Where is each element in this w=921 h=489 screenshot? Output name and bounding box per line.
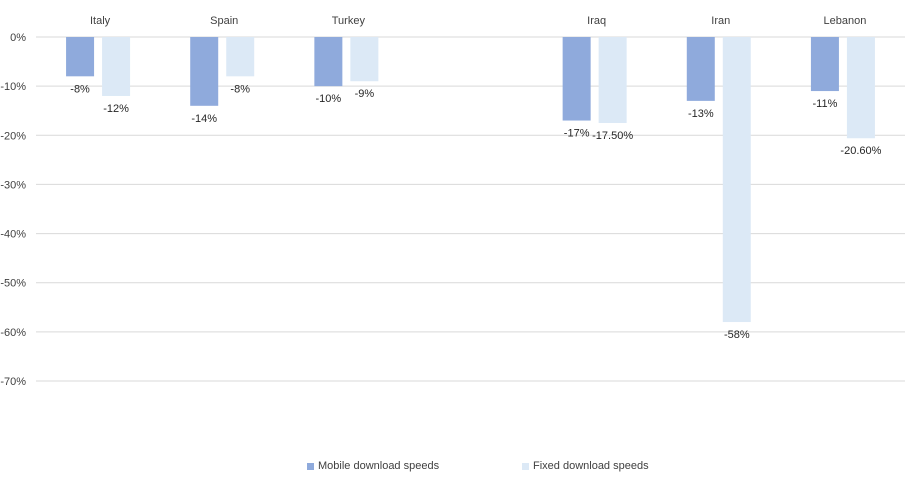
legend-swatch-mobile bbox=[307, 462, 314, 470]
data-label: -11% bbox=[812, 98, 837, 110]
data-label: -58% bbox=[724, 329, 750, 341]
bar bbox=[102, 37, 131, 96]
legend-swatch-fixed bbox=[522, 462, 529, 470]
bar bbox=[686, 37, 715, 101]
bar bbox=[350, 37, 379, 82]
category-label: Iran bbox=[711, 15, 730, 27]
bar bbox=[190, 37, 219, 106]
bar bbox=[314, 37, 343, 87]
legend: Mobile download speeds Fixed download sp… bbox=[0, 460, 921, 474]
data-label: -20.60% bbox=[840, 145, 881, 157]
y-tick-label: -60% bbox=[0, 327, 26, 339]
bar bbox=[66, 37, 95, 77]
y-axis: 0% -10% -20% -30% -40% -50% -60% -70% bbox=[0, 32, 26, 388]
data-label: -10% bbox=[316, 93, 342, 105]
y-tick-label: -10% bbox=[0, 81, 26, 93]
y-tick-label: -30% bbox=[0, 179, 26, 191]
legend-item-fixed: Fixed download speeds bbox=[522, 460, 649, 472]
y-tick-label: -50% bbox=[0, 278, 26, 290]
bars bbox=[66, 37, 875, 323]
category-label: Turkey bbox=[332, 15, 366, 27]
category-label: Spain bbox=[210, 15, 238, 27]
data-label: -12% bbox=[103, 103, 129, 115]
bar bbox=[598, 37, 627, 123]
bar bbox=[562, 37, 591, 121]
y-tick-label: -70% bbox=[0, 376, 26, 388]
bar bbox=[810, 37, 839, 92]
y-tick-label: 0% bbox=[10, 32, 26, 44]
bar bbox=[722, 37, 751, 323]
data-label: -13% bbox=[688, 108, 714, 120]
bar bbox=[846, 37, 875, 139]
category-label: Lebanon bbox=[824, 15, 867, 27]
data-labels: -8% -12% -14% -8% -10% -9% -17% -17.50% -13% -58%… bbox=[70, 83, 881, 341]
data-label: -9% bbox=[355, 88, 375, 100]
category-label: Italy bbox=[90, 15, 111, 27]
data-label: -8% bbox=[230, 83, 250, 95]
gridlines bbox=[36, 36, 905, 382]
y-tick-label: -20% bbox=[0, 130, 26, 142]
category-labels: Italy Spain Turkey Iraq Iran Lebanon bbox=[90, 15, 866, 27]
y-tick-label: -40% bbox=[0, 229, 26, 241]
bar bbox=[226, 37, 255, 77]
data-label: -8% bbox=[70, 83, 90, 95]
data-label: -14% bbox=[191, 113, 217, 125]
data-label: -17.50% bbox=[592, 130, 633, 142]
legend-label-mobile: Mobile download speeds bbox=[318, 460, 440, 472]
category-label: Iraq bbox=[587, 15, 606, 27]
legend-item-mobile: Mobile download speeds bbox=[307, 460, 439, 472]
data-label: -17% bbox=[564, 128, 590, 140]
legend-label-fixed: Fixed download speeds bbox=[533, 460, 649, 472]
